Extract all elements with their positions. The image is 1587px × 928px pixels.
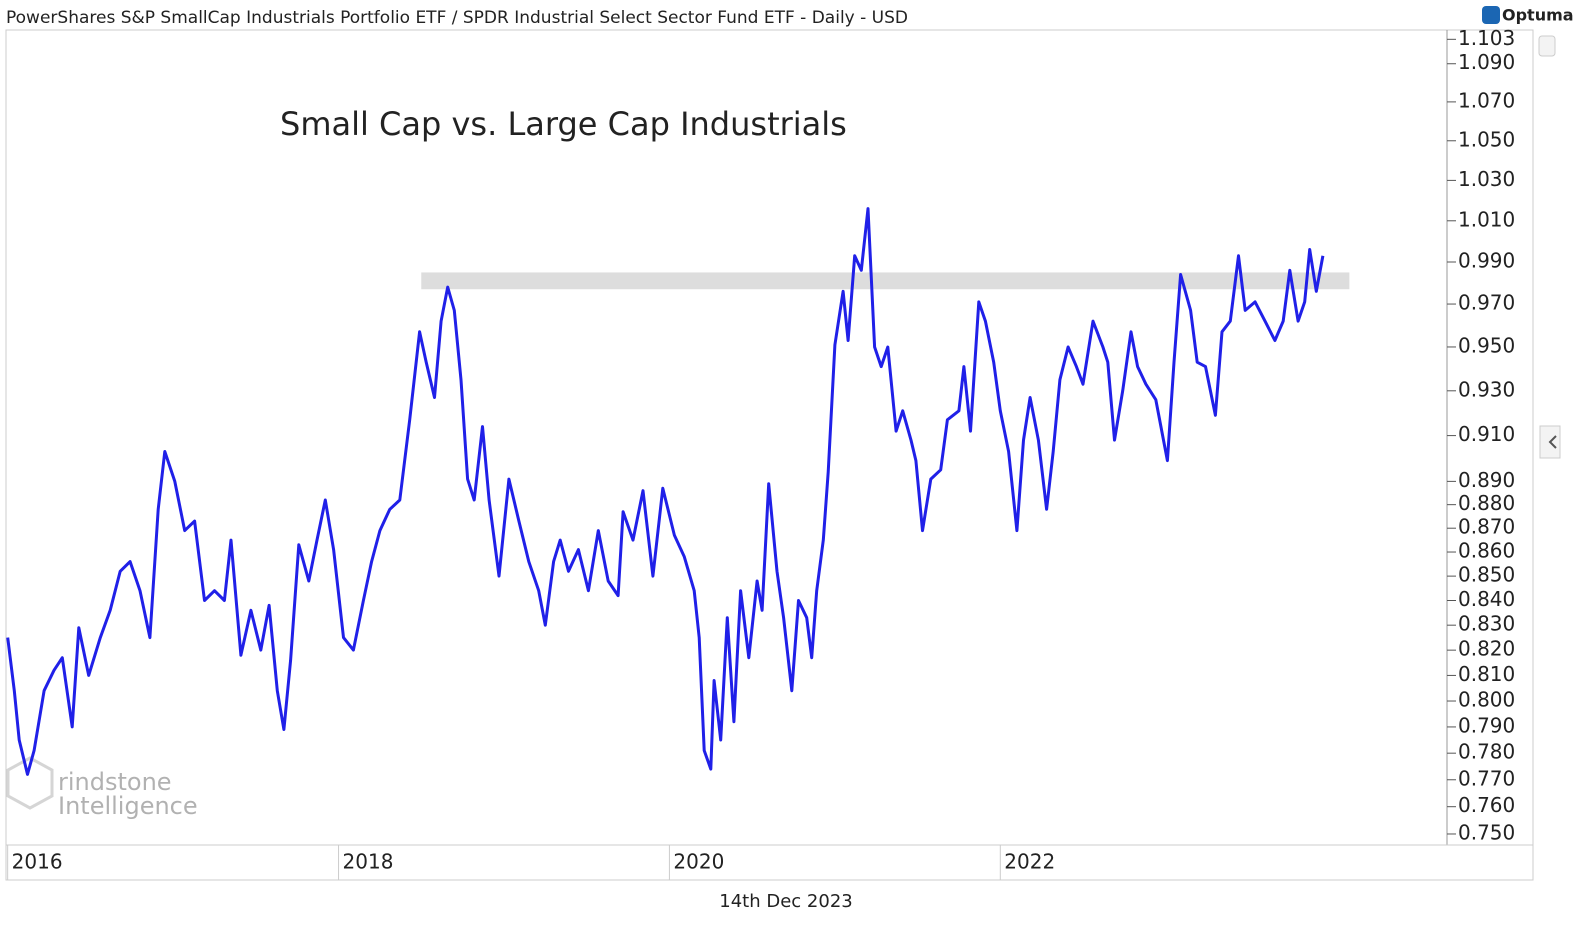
y-tick-label: 0.910 [1458,422,1515,446]
y-tick-label: 0.820 [1458,637,1515,661]
y-tick-label: 1.103 [1458,26,1515,50]
y-tick-label: 1.070 [1458,88,1515,112]
y-tick-label: 1.050 [1458,127,1515,151]
ratio-line [6,207,1325,776]
y-tick-label: 0.830 [1458,612,1515,636]
y-tick-label: 0.810 [1458,662,1515,686]
y-tick-label: 0.790 [1458,713,1515,737]
y-tick-label: 0.970 [1458,291,1515,315]
y-tick-label: 0.930 [1458,377,1515,401]
watermark-text: rindstone [58,768,172,796]
y-tick-label: 1.030 [1458,167,1515,191]
y-tick-label: 0.870 [1458,515,1515,539]
y-tick-label: 0.760 [1458,793,1515,817]
y-tick-label: 0.840 [1458,587,1515,611]
brand-logo [1482,6,1500,24]
y-tick-label: 1.090 [1458,50,1515,74]
header-title: PowerShares S&P SmallCap Industrials Por… [6,8,908,28]
watermark-text: Intelligence [58,792,198,820]
y-tick-label: 0.850 [1458,563,1515,587]
watermark: rindstone Intelligence [6,756,198,820]
x-tick-label: 2016 [12,850,63,874]
lock-button[interactable] [1538,35,1556,57]
date-label: 14th Dec 2023 [719,891,852,912]
watermark-logo [6,756,54,810]
toggle-arrow [1548,435,1557,449]
frame [5,29,1534,881]
y-tick-label: 0.880 [1458,491,1515,515]
y-tick-label: 0.780 [1458,740,1515,764]
x-tick-label: 2022 [1004,850,1055,874]
y-tick-label: 1.010 [1458,207,1515,231]
y-tick-label: 0.990 [1458,248,1515,272]
y-tick-label: 0.750 [1458,820,1515,844]
x-tick-label: 2018 [343,850,394,874]
resistance-band [421,272,1350,290]
annotation: Small Cap vs. Large Cap Industrials [280,105,847,143]
y-tick-label: 0.860 [1458,539,1515,563]
brand: Optuma [1502,6,1574,25]
y-tick-label: 0.950 [1458,333,1515,357]
x-tick-label: 2020 [673,850,724,874]
y-tick-label: 0.890 [1458,468,1515,492]
y-tick-label: 0.770 [1458,766,1515,790]
y-tick-label: 0.800 [1458,688,1515,712]
